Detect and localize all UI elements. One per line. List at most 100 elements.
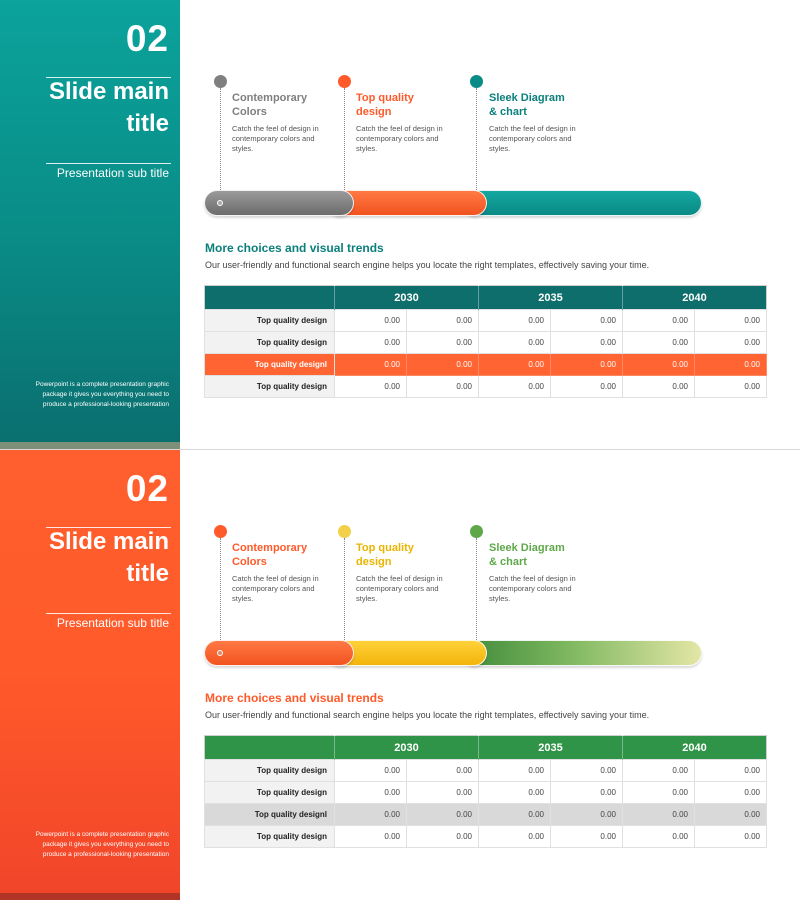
- table-header-row: 2030 2035 2040: [204, 735, 767, 760]
- table-cell: 0.00: [406, 825, 479, 848]
- table-cell: 0.00: [406, 781, 479, 804]
- slide-sub-title: Presentation sub title: [56, 616, 169, 630]
- side-panel-footer: [0, 442, 180, 449]
- slide-1: 02 Slide main title Presentation sub tit…: [0, 0, 800, 450]
- timeline-segment-3: [462, 190, 702, 216]
- timeline-stem: [344, 88, 345, 192]
- timeline-stem: [344, 538, 345, 642]
- timeline-pin: [470, 525, 483, 538]
- milestone-title: Top quality design: [356, 541, 476, 569]
- year-header: 2040: [622, 285, 767, 310]
- table-header-corner: [205, 286, 335, 310]
- divider: [46, 527, 171, 528]
- row-label: Top quality design: [204, 759, 335, 782]
- side-panel: 02 Slide main title Presentation sub tit…: [0, 450, 180, 893]
- table-cell: 0.00: [406, 331, 479, 354]
- section-title: More choices and visual trends: [205, 241, 384, 255]
- timeline-pin: [338, 525, 351, 538]
- table-cell: 0.00: [406, 759, 479, 782]
- table-cell: 0.00: [478, 803, 551, 826]
- slide-main-title: Slide main title: [48, 528, 169, 587]
- side-blurb: Powerpoint is a complete presentation gr…: [35, 381, 169, 408]
- milestone-desc: Catch the feel of design in contemporary…: [232, 574, 319, 603]
- milestone-title-line: Colors: [232, 556, 267, 568]
- milestone-title-line: Top quality: [356, 542, 414, 554]
- section-title: More choices and visual trends: [205, 691, 384, 705]
- divider: [46, 77, 171, 78]
- segment-dot: [217, 650, 223, 656]
- table-cell: 0.00: [406, 309, 479, 332]
- section-desc: Our user-friendly and functional search …: [205, 260, 650, 270]
- row-label: Top quality design: [204, 375, 335, 398]
- table-cell: 0.00: [406, 803, 479, 826]
- table-cell: 0.00: [694, 759, 767, 782]
- milestone-title-line: Sleek Diagram: [489, 542, 565, 554]
- timeline-pin: [214, 75, 227, 88]
- table-cell: 0.00: [478, 331, 551, 354]
- milestone-title-line: & chart: [489, 106, 527, 118]
- milestone-title: Contemporary Colors: [232, 541, 352, 569]
- table-row-highlight: Top quality designl 0.00 0.00 0.00 0.00 …: [204, 803, 767, 826]
- slide-sub-title: Presentation sub title: [56, 166, 169, 180]
- table-cell: 0.00: [550, 309, 623, 332]
- table-row-highlight: Top quality designl 0.00 0.00 0.00 0.00 …: [204, 353, 767, 376]
- table-cell: 0.00: [694, 781, 767, 804]
- timeline-stem: [220, 538, 221, 642]
- table-cell: 0.00: [478, 353, 551, 376]
- table-cell: 0.00: [406, 375, 479, 398]
- table-cell: 0.00: [550, 781, 623, 804]
- year-header: 2035: [478, 285, 623, 310]
- milestone-desc: Catch the feel of design in contemporary…: [232, 124, 319, 153]
- year-header: 2030: [334, 285, 479, 310]
- table-cell: 0.00: [694, 825, 767, 848]
- table-cell: 0.00: [478, 781, 551, 804]
- row-label: Top quality design: [204, 309, 335, 332]
- slide-number: 02: [125, 18, 169, 59]
- year-header: 2040: [622, 735, 767, 760]
- table-row: Top quality design 0.00 0.00 0.00 0.00 0…: [204, 331, 767, 354]
- table-cell: 0.00: [334, 759, 407, 782]
- milestone-desc: Catch the feel of design in contemporary…: [489, 124, 576, 153]
- milestone-desc: Catch the feel of design in contemporary…: [356, 574, 443, 603]
- row-label: Top quality design: [204, 825, 335, 848]
- table-cell: 0.00: [622, 375, 695, 398]
- table-header-corner: [205, 736, 335, 760]
- milestone-title-line: design: [356, 556, 392, 568]
- milestone-title-line: design: [356, 106, 392, 118]
- year-header: 2035: [478, 735, 623, 760]
- table-row: Top quality design 0.00 0.00 0.00 0.00 0…: [204, 825, 767, 848]
- row-label: Top quality designl: [204, 353, 335, 376]
- milestone-title: Sleek Diagram & chart: [489, 541, 609, 569]
- milestone-title-line: Contemporary: [232, 92, 308, 104]
- section-desc: Our user-friendly and functional search …: [205, 710, 650, 720]
- side-panel: 02 Slide main title Presentation sub tit…: [0, 0, 180, 442]
- table-cell: 0.00: [550, 759, 623, 782]
- table-cell: 0.00: [334, 803, 407, 826]
- table-cell: 0.00: [550, 375, 623, 398]
- table-cell: 0.00: [550, 825, 623, 848]
- table-cell: 0.00: [550, 353, 623, 376]
- table-row: Top quality design 0.00 0.00 0.00 0.00 0…: [204, 375, 767, 398]
- table-cell: 0.00: [622, 825, 695, 848]
- table-cell: 0.00: [694, 309, 767, 332]
- milestone-title: Contemporary Colors: [232, 91, 352, 119]
- slide-2: 02 Slide main title Presentation sub tit…: [0, 450, 800, 900]
- table-cell: 0.00: [622, 759, 695, 782]
- table-cell: 0.00: [694, 331, 767, 354]
- table-cell: 0.00: [694, 803, 767, 826]
- segment-dot: [217, 200, 223, 206]
- divider: [46, 163, 171, 164]
- milestone-desc: Catch the feel of design in contemporary…: [356, 124, 443, 153]
- milestone-title: Sleek Diagram & chart: [489, 91, 609, 119]
- table-cell: 0.00: [622, 331, 695, 354]
- timeline-stem: [220, 88, 221, 192]
- timeline-pin: [214, 525, 227, 538]
- timeline-segment-1: [204, 190, 354, 216]
- table-cell: 0.00: [550, 803, 623, 826]
- row-label: Top quality design: [204, 331, 335, 354]
- table-cell: 0.00: [334, 353, 407, 376]
- table-cell: 0.00: [622, 353, 695, 376]
- table-row: Top quality design 0.00 0.00 0.00 0.00 0…: [204, 759, 767, 782]
- timeline-stem: [476, 538, 477, 642]
- table-cell: 0.00: [622, 781, 695, 804]
